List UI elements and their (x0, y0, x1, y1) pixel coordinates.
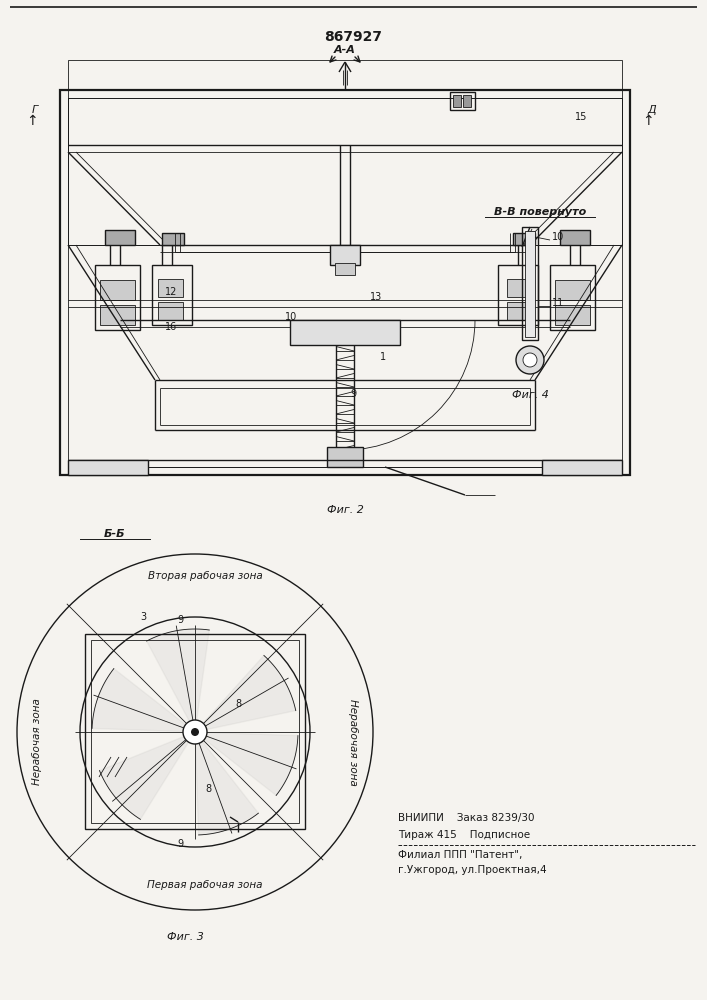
Text: 9: 9 (350, 389, 356, 399)
Polygon shape (100, 732, 195, 819)
Bar (91, 640, 299, 823)
Bar (95, 265, 140, 330)
Bar (85, 634, 305, 829)
Bar (290, 320, 400, 345)
Text: Фиг. 3: Фиг. 3 (167, 932, 204, 942)
Polygon shape (195, 732, 259, 835)
Text: 3: 3 (140, 612, 146, 622)
Bar (100, 280, 135, 300)
Bar (100, 305, 135, 325)
Text: Фиг. 2: Фиг. 2 (327, 505, 363, 515)
Bar (335, 263, 355, 275)
Text: Г: Г (32, 105, 38, 115)
Text: ВНИИПИ    Заказ 8239/30: ВНИИПИ Заказ 8239/30 (398, 813, 534, 823)
Circle shape (183, 720, 207, 744)
Text: 11: 11 (552, 298, 564, 308)
Bar (560, 230, 590, 245)
Text: 8: 8 (235, 699, 241, 709)
Bar (105, 230, 135, 245)
Bar (507, 279, 532, 297)
Bar (555, 280, 590, 300)
Text: г.Ужгород, ул.Проектная,4: г.Ужгород, ул.Проектная,4 (398, 865, 547, 875)
Text: Первая рабочая зона: Первая рабочая зона (147, 880, 263, 890)
Bar (330, 245, 360, 265)
Bar (450, 92, 475, 110)
Bar (68, 60, 622, 245)
Text: Тираж 415    Подписное: Тираж 415 Подписное (398, 830, 530, 840)
Bar (498, 265, 538, 325)
Text: В-В повернуто: В-В повернуто (494, 207, 586, 217)
Polygon shape (146, 629, 209, 732)
Text: 10: 10 (285, 312, 297, 322)
Bar (453, 95, 461, 107)
Bar (152, 265, 192, 325)
Text: Филиал ППП "Патент",: Филиал ППП "Патент", (398, 850, 522, 860)
Text: Б-Б: Б-Б (104, 529, 126, 539)
Polygon shape (195, 655, 296, 732)
Text: 15: 15 (575, 112, 588, 122)
Circle shape (516, 346, 544, 374)
Text: ↑: ↑ (642, 114, 654, 128)
Polygon shape (92, 669, 195, 732)
Text: Нерабочая зона: Нерабочая зона (32, 699, 42, 785)
Polygon shape (195, 732, 298, 795)
Bar (525, 231, 535, 337)
Bar (542, 460, 622, 475)
Text: Фиг. 4: Фиг. 4 (512, 390, 549, 400)
Text: 16: 16 (165, 322, 177, 332)
Text: 867927: 867927 (324, 30, 382, 44)
Text: Вторая рабочая зона: Вторая рабочая зона (148, 571, 262, 581)
Bar (68, 98, 622, 467)
Bar (60, 90, 630, 475)
Text: А-А: А-А (334, 45, 356, 55)
Bar (522, 227, 538, 340)
Text: 9: 9 (177, 839, 183, 849)
Bar (162, 233, 184, 245)
Text: 1: 1 (380, 352, 386, 362)
Bar (158, 302, 183, 320)
Bar (513, 233, 535, 245)
Text: 9: 9 (177, 615, 183, 625)
Bar (327, 447, 363, 467)
Bar (550, 265, 595, 330)
Bar (507, 302, 532, 320)
Text: 8: 8 (205, 784, 211, 794)
Text: ↑: ↑ (26, 114, 37, 128)
Text: 10: 10 (552, 232, 564, 242)
Bar (68, 460, 148, 475)
Circle shape (191, 728, 199, 736)
Text: 12: 12 (165, 287, 177, 297)
Bar (555, 305, 590, 325)
Bar (463, 95, 471, 107)
Text: 13: 13 (370, 292, 382, 302)
Circle shape (523, 353, 537, 367)
Bar (158, 279, 183, 297)
Text: Нерабочая зона: Нерабочая зона (348, 699, 358, 785)
Text: Д: Д (648, 105, 656, 115)
